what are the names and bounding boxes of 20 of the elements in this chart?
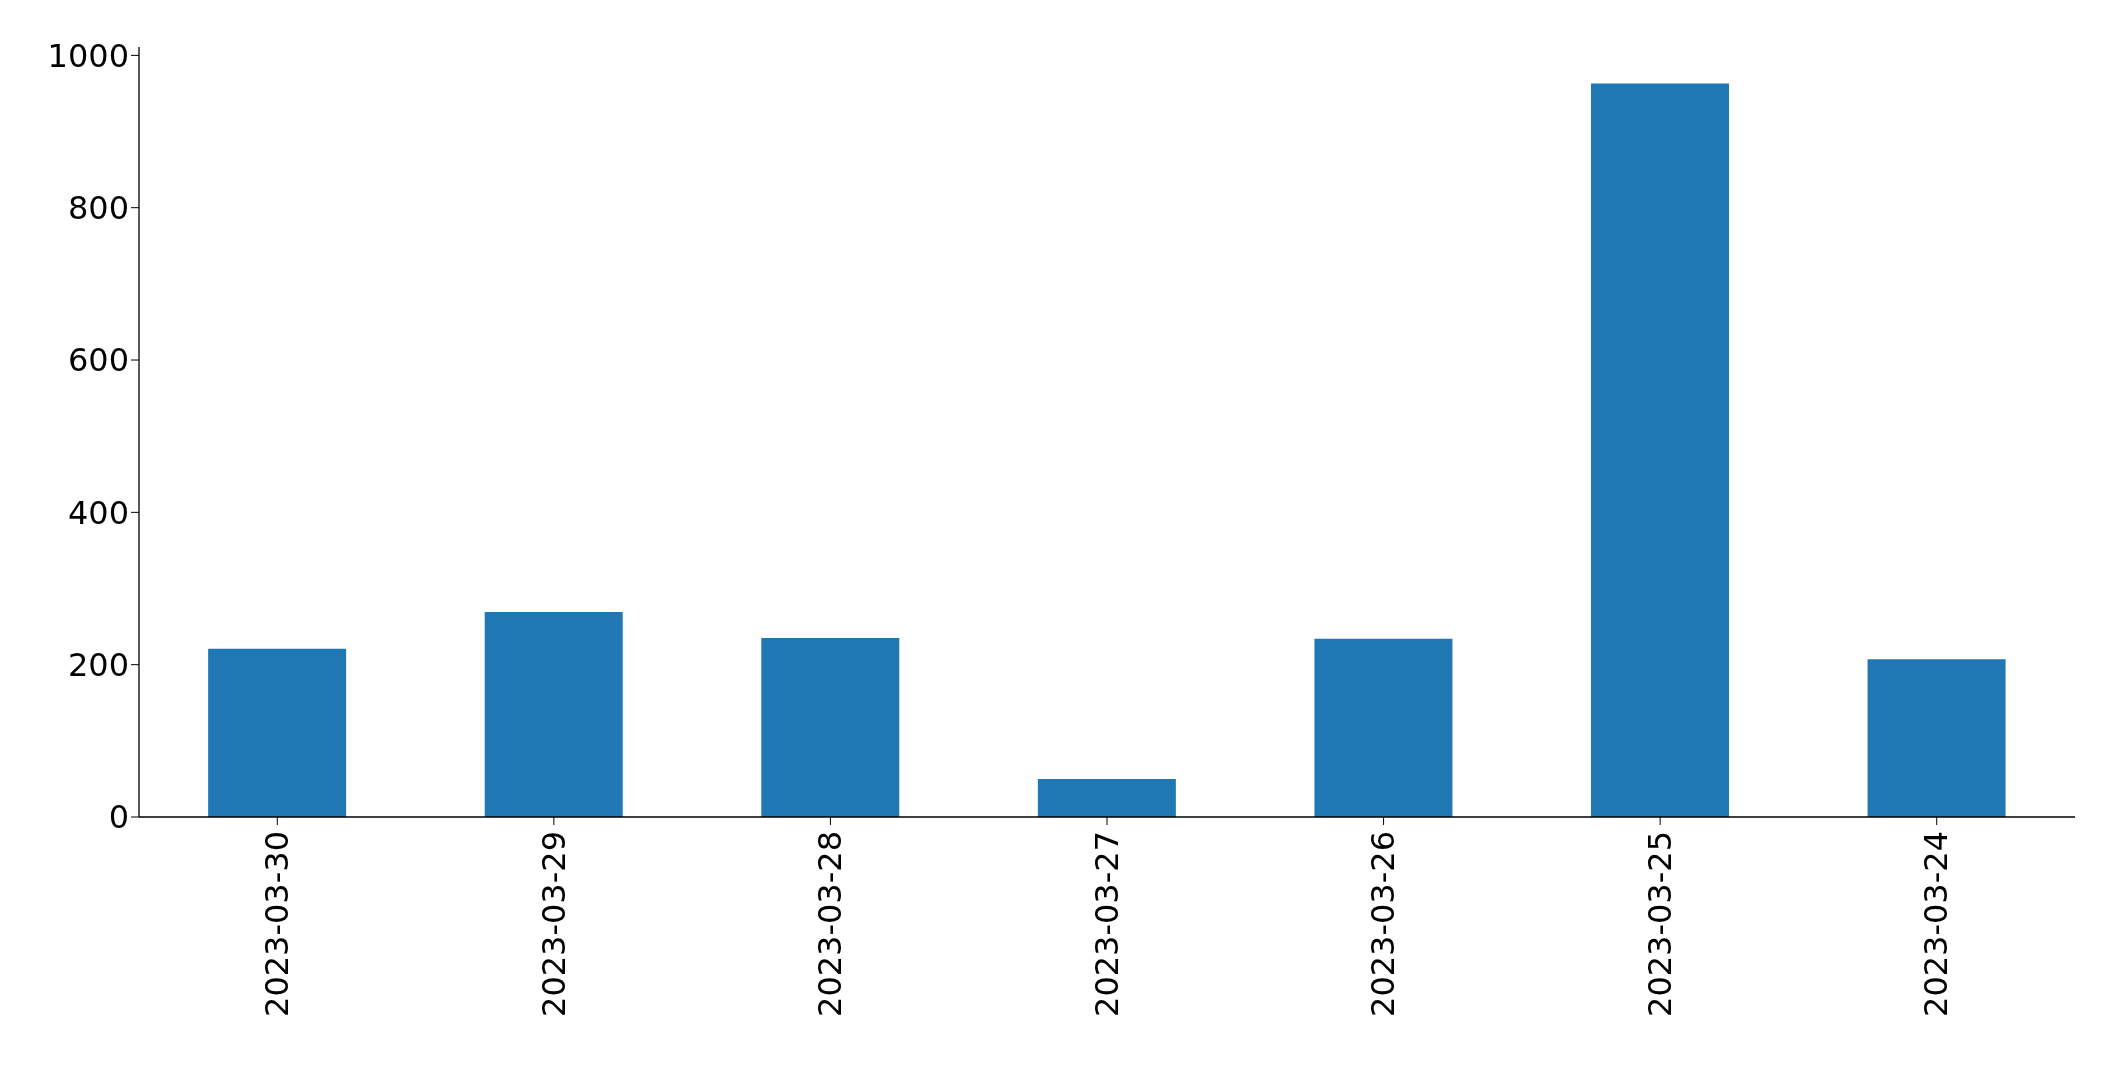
y-tick-label: 200: [67, 646, 129, 685]
x-tick-label: 2023-03-29: [534, 831, 573, 1017]
bar: [761, 638, 900, 817]
x-tick-label: 2023-03-24: [1917, 831, 1956, 1017]
x-tick-label: 2023-03-27: [1087, 831, 1126, 1017]
bar: [1867, 659, 2006, 817]
y-tick-label: 400: [67, 493, 129, 532]
y-tick-label: 1000: [47, 36, 129, 75]
x-tick-label: 2023-03-28: [811, 831, 850, 1017]
y-tick-label: 0: [108, 798, 129, 837]
x-tick-label: 2023-03-25: [1640, 831, 1679, 1017]
bar: [1591, 83, 1729, 817]
bar: [1037, 778, 1176, 817]
x-tick-label: 2023-03-30: [258, 831, 297, 1017]
bar: [484, 612, 623, 817]
x-tick-label: 2023-03-26: [1364, 831, 1403, 1017]
bar: [1314, 638, 1453, 817]
y-tick-label: 800: [67, 189, 129, 228]
bar: [208, 648, 347, 817]
y-tick-label: 600: [67, 341, 129, 380]
